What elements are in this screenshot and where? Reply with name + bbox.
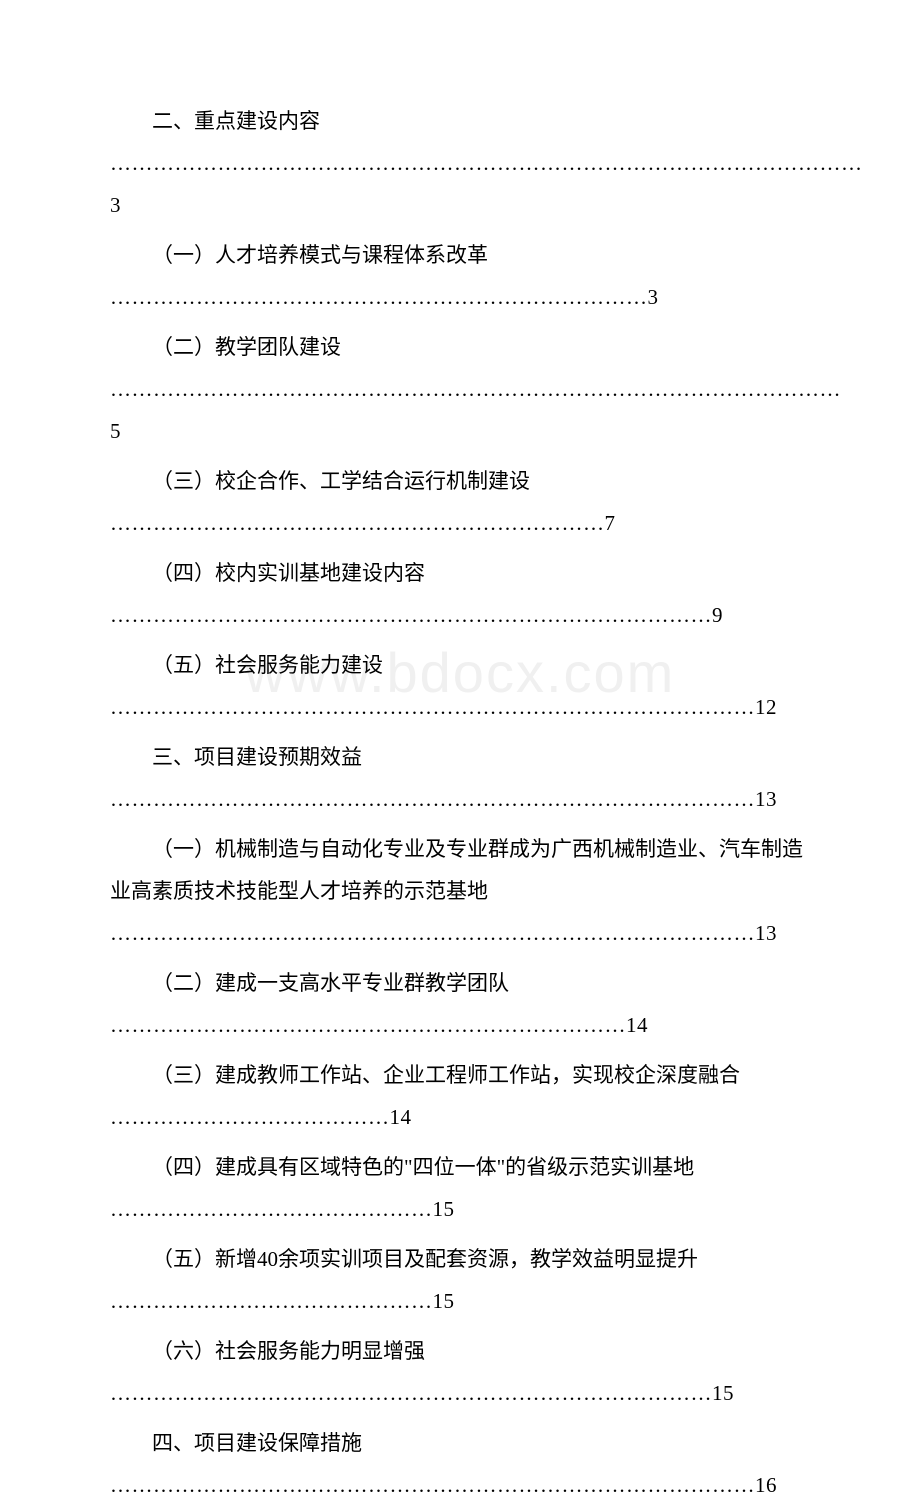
toc-title: 三、项目建设预期效益 — [110, 736, 810, 778]
toc-entry: （四）校内实训基地建设内容 ……………………………………………………………………… — [110, 552, 810, 636]
toc-entry: （五）社会服务能力建设 …………………………………………………………………………… — [110, 644, 810, 728]
toc-dots-pagenum: …………………………………14 — [110, 1096, 810, 1138]
toc-entry: （二）建成一支高水平专业群教学团队 …………………………………………………………… — [110, 962, 810, 1046]
toc-entry: （三）校企合作、工学结合运行机制建设 ………………………………………………………… — [110, 460, 810, 544]
toc-dots-pagenum: …………………………………………………………………3 — [110, 276, 810, 318]
toc-dots-pagenum: ……………………………………………………………………………………………3 — [110, 142, 810, 226]
toc-dots-pagenum: …………………………………………………………………………9 — [110, 594, 810, 636]
toc-content: 二、重点建设内容 …………………………………………………………………………………… — [110, 100, 810, 1506]
toc-dots-pagenum: …………………………………………………………………………15 — [110, 1372, 810, 1414]
toc-title: （二）教学团队建设 — [110, 326, 810, 368]
toc-title: （一）人才培养模式与课程体系改革 — [110, 234, 810, 276]
toc-dots-pagenum: ………………………………………………………………………………13 — [110, 778, 810, 820]
toc-dots-pagenum: ……………………………………………………………7 — [110, 502, 810, 544]
toc-entry: （六）社会服务能力明显增强 ……………………………………………………………………… — [110, 1330, 810, 1414]
toc-dots-pagenum: ………………………………………………………………14 — [110, 1004, 810, 1046]
toc-title: （三）建成教师工作站、企业工程师工作站，实现校企深度融合 — [110, 1054, 810, 1096]
toc-entry: （五）新增40余项实训项目及配套资源，教学效益明显提升 ………………………………… — [110, 1238, 810, 1322]
toc-entry: 二、重点建设内容 …………………………………………………………………………………… — [110, 100, 810, 226]
toc-title: 二、重点建设内容 — [110, 100, 810, 142]
toc-dots-pagenum: ………………………………………15 — [110, 1188, 810, 1230]
toc-entry: （二）教学团队建设 ………………………………………………………………………………… — [110, 326, 810, 452]
toc-entry: （一）人才培养模式与课程体系改革 ……………………………………………………………… — [110, 234, 810, 318]
toc-title: （四）校内实训基地建设内容 — [110, 552, 810, 594]
toc-title: （二）建成一支高水平专业群教学团队 — [110, 962, 810, 1004]
toc-dots-pagenum: ………………………………………………………………………………13 — [110, 912, 810, 954]
toc-title: 四、项目建设保障措施 — [110, 1422, 810, 1464]
toc-title: （三）校企合作、工学结合运行机制建设 — [110, 460, 810, 502]
toc-entry: （一）机械制造与自动化专业及专业群成为广西机械制造业、汽车制造业高素质技术技能型… — [110, 828, 810, 954]
toc-entry: 三、项目建设预期效益 ……………………………………………………………………………… — [110, 736, 810, 820]
toc-title: （五）社会服务能力建设 — [110, 644, 810, 686]
toc-title: （六）社会服务能力明显增强 — [110, 1330, 810, 1372]
toc-dots-pagenum: ………………………………………15 — [110, 1280, 810, 1322]
toc-title: （四）建成具有区域特色的"四位一体"的省级示范实训基地 — [110, 1146, 810, 1188]
toc-dots-pagenum: ………………………………………………………………………………16 — [110, 1464, 810, 1506]
toc-entry: 四、项目建设保障措施 ……………………………………………………………………………… — [110, 1422, 810, 1506]
toc-dots-pagenum: ………………………………………………………………………………12 — [110, 686, 810, 728]
toc-entry: （三）建成教师工作站、企业工程师工作站，实现校企深度融合 ……………………………… — [110, 1054, 810, 1138]
toc-title: （一）机械制造与自动化专业及专业群成为广西机械制造业、汽车制造业高素质技术技能型… — [110, 828, 810, 912]
toc-entry: （四）建成具有区域特色的"四位一体"的省级示范实训基地 ………………………………… — [110, 1146, 810, 1230]
toc-title: （五）新增40余项实训项目及配套资源，教学效益明显提升 — [110, 1238, 810, 1280]
toc-dots-pagenum: …………………………………………………………………………………………5 — [110, 368, 810, 452]
